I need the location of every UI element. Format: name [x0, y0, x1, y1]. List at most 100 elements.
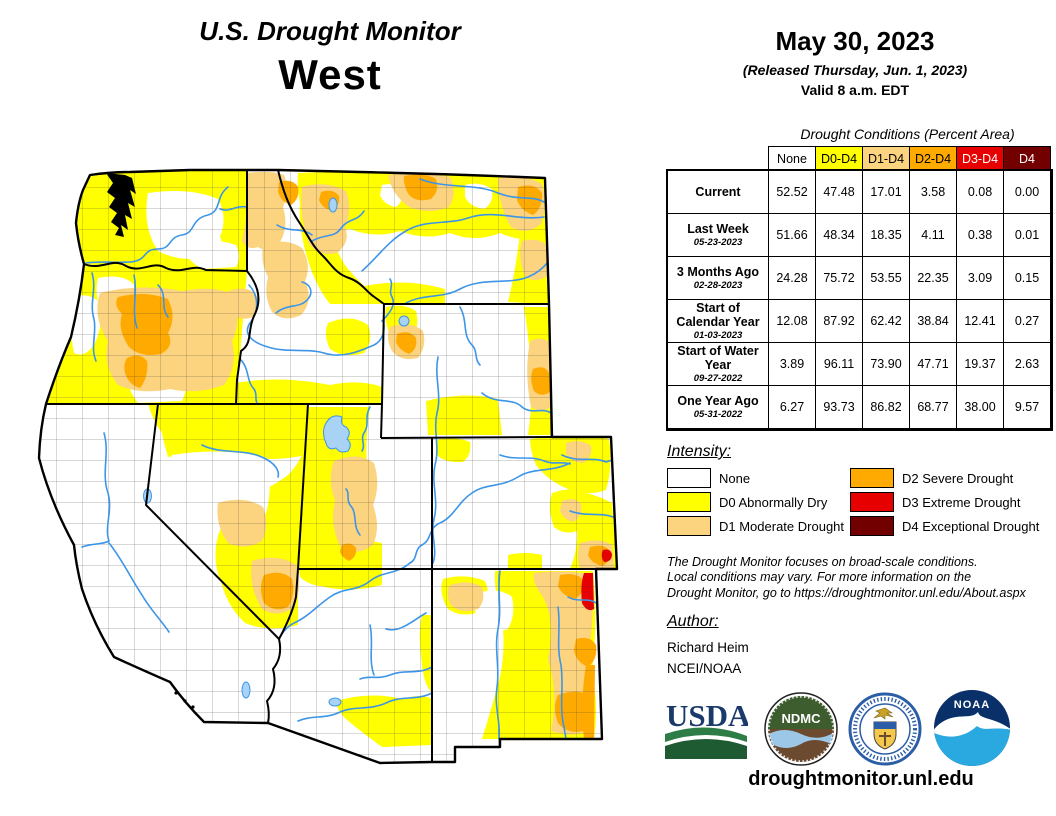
legend-label: D1 Moderate Drought [719, 518, 845, 534]
yellowstone-lake [398, 315, 410, 327]
col-header-D0-D4: D0-D4 [815, 146, 863, 171]
legend-item: D1 Moderate Drought [667, 516, 845, 536]
intensity-legend: Intensity: None D0 Abnormally Dry D1 Moder… [667, 443, 1055, 536]
value-cell: 47.71 [909, 342, 957, 386]
ndmc-logo: NDMC [764, 692, 838, 766]
value-cell: 0.15 [1003, 256, 1051, 300]
region-outline [37, 168, 619, 765]
value-cell: 87.92 [815, 299, 863, 343]
legend-item: D4 Exceptional Drought [850, 516, 1040, 536]
legend-swatch-d1 [667, 516, 711, 536]
usda-logo: USDA [665, 698, 748, 759]
value-cell: 24.28 [768, 256, 816, 300]
value-cell: 38.00 [956, 385, 1004, 429]
footer-url: droughtmonitor.unl.edu [748, 768, 974, 790]
value-cell: 4.11 [909, 213, 957, 257]
value-cell: 12.41 [956, 299, 1004, 343]
author-block: Author: Richard Heim NCEI/NOAA [667, 613, 749, 676]
legend-item: D2 Severe Drought [850, 468, 1039, 488]
commerce-seal-logo [848, 692, 922, 766]
value-cell: 17.01 [862, 170, 910, 214]
table-header: None D0-D4 D1-D4 D2-D4 D3-D4 D4 [667, 146, 1051, 171]
legend-label: D0 Abnormally Dry [719, 494, 828, 510]
table-caption: Drought Conditions (Percent Area) [800, 126, 1015, 142]
report-title-line1: U.S. Drought Monitor [199, 16, 461, 46]
channel-islands [174, 691, 195, 709]
great-salt-lake [323, 415, 351, 453]
value-cell: 93.73 [815, 385, 863, 429]
drought-conditions-table: None D0-D4 D1-D4 D2-D4 D3-D4 D4 Current 52.52 4… [665, 146, 1053, 431]
svg-text:USDA: USDA [666, 698, 748, 733]
disclaimer-text: The Drought Monitor focuses on broad-sca… [667, 555, 1056, 601]
noaa-logo: NOAA [934, 690, 1010, 766]
value-cell: 86.82 [862, 385, 910, 429]
san-carlos-lake [328, 697, 342, 707]
row-label: Start of Calendar Year 01-03-2023 [667, 299, 769, 343]
value-cell: 0.08 [956, 170, 1004, 214]
row-label: Current [667, 170, 769, 214]
report-region-title: West [278, 51, 382, 98]
disclaimer-line: Drought Monitor, go to https://droughtmo… [667, 585, 1026, 600]
col-header-D2-D4: D2-D4 [909, 146, 957, 171]
value-cell: 52.52 [768, 170, 816, 214]
author-heading: Author: [667, 613, 719, 630]
value-cell: 12.08 [768, 299, 816, 343]
table-row: One Year Ago 05-31-2022 6.27 93.73 86.82 68.7… [667, 385, 1051, 429]
valid-time: Valid 8 a.m. EDT [800, 82, 910, 98]
value-cell: 22.35 [909, 256, 957, 300]
row-label: 3 Months Ago 02-28-2023 [667, 256, 769, 300]
svg-text:NDMC: NDMC [782, 711, 822, 726]
col-header-None: None [768, 146, 816, 171]
lakes [143, 197, 410, 707]
disclaimer-line: Local conditions may vary. For more info… [667, 570, 972, 585]
legend-swatch-none [667, 468, 711, 488]
legend-swatch-d2 [850, 468, 894, 488]
puget-sound [106, 173, 136, 237]
value-cell: 0.01 [1003, 213, 1051, 257]
value-cell: 9.57 [1003, 385, 1051, 429]
legend-swatch-d3 [850, 492, 894, 512]
value-cell: 0.00 [1003, 170, 1051, 214]
col-header-D4: D4 [1003, 146, 1051, 171]
row-label: Last Week 05-23-2023 [667, 213, 769, 257]
value-cell: 53.55 [862, 256, 910, 300]
rivers [81, 178, 617, 740]
value-cell: 38.84 [909, 299, 957, 343]
report-title: U.S. Drought Monitor West [110, 16, 550, 99]
value-cell: 3.58 [909, 170, 957, 214]
map-fill-layers [39, 170, 617, 763]
table-row: Last Week 05-23-2023 51.66 48.34 18.35 4.11 0.… [667, 213, 1051, 257]
legend-item: None [667, 468, 844, 488]
value-cell: 18.35 [862, 213, 910, 257]
author-name: Richard Heim [667, 640, 749, 655]
value-cell: 73.90 [862, 342, 910, 386]
legend-label: None [719, 470, 751, 486]
legend-label: D4 Exceptional Drought [902, 518, 1040, 534]
value-cell: 6.27 [768, 385, 816, 429]
value-cell: 48.34 [815, 213, 863, 257]
legend-column-left: None D0 Abnormally Dry D1 Moderate Drought [667, 468, 845, 541]
value-cell: 3.89 [768, 342, 816, 386]
release-date: (Released Thursday, Jun. 1, 2023) [742, 62, 968, 78]
value-cell: 0.27 [1003, 299, 1051, 343]
table-body: Current 52.52 47.48 17.01 3.58 0.08 0.00 Last W… [665, 168, 1053, 431]
date-block: May 30, 2023 (Released Thursday, Jun. 1,… [690, 26, 1020, 98]
value-cell: 47.48 [815, 170, 863, 214]
legend-label: D3 Extreme Drought [902, 494, 1021, 510]
value-cell: 62.42 [862, 299, 910, 343]
author-org: NCEI/NOAA [667, 661, 742, 676]
legend-item: D0 Abnormally Dry [667, 492, 844, 512]
drought-map-west [37, 168, 619, 765]
agency-logos: USDA NDMC [662, 686, 1022, 770]
value-cell: 19.37 [956, 342, 1004, 386]
salton-sea [241, 681, 251, 699]
county-boundaries [39, 170, 617, 763]
table-row: Current 52.52 47.48 17.01 3.58 0.08 0.00 [667, 170, 1051, 214]
value-cell: 0.38 [956, 213, 1004, 257]
legend-heading: Intensity: [667, 443, 732, 460]
legend-swatch-d0 [667, 492, 711, 512]
col-header-D1-D4: D1-D4 [862, 146, 910, 171]
row-label: One Year Ago 05-31-2022 [667, 385, 769, 429]
map-date: May 30, 2023 [775, 26, 935, 56]
